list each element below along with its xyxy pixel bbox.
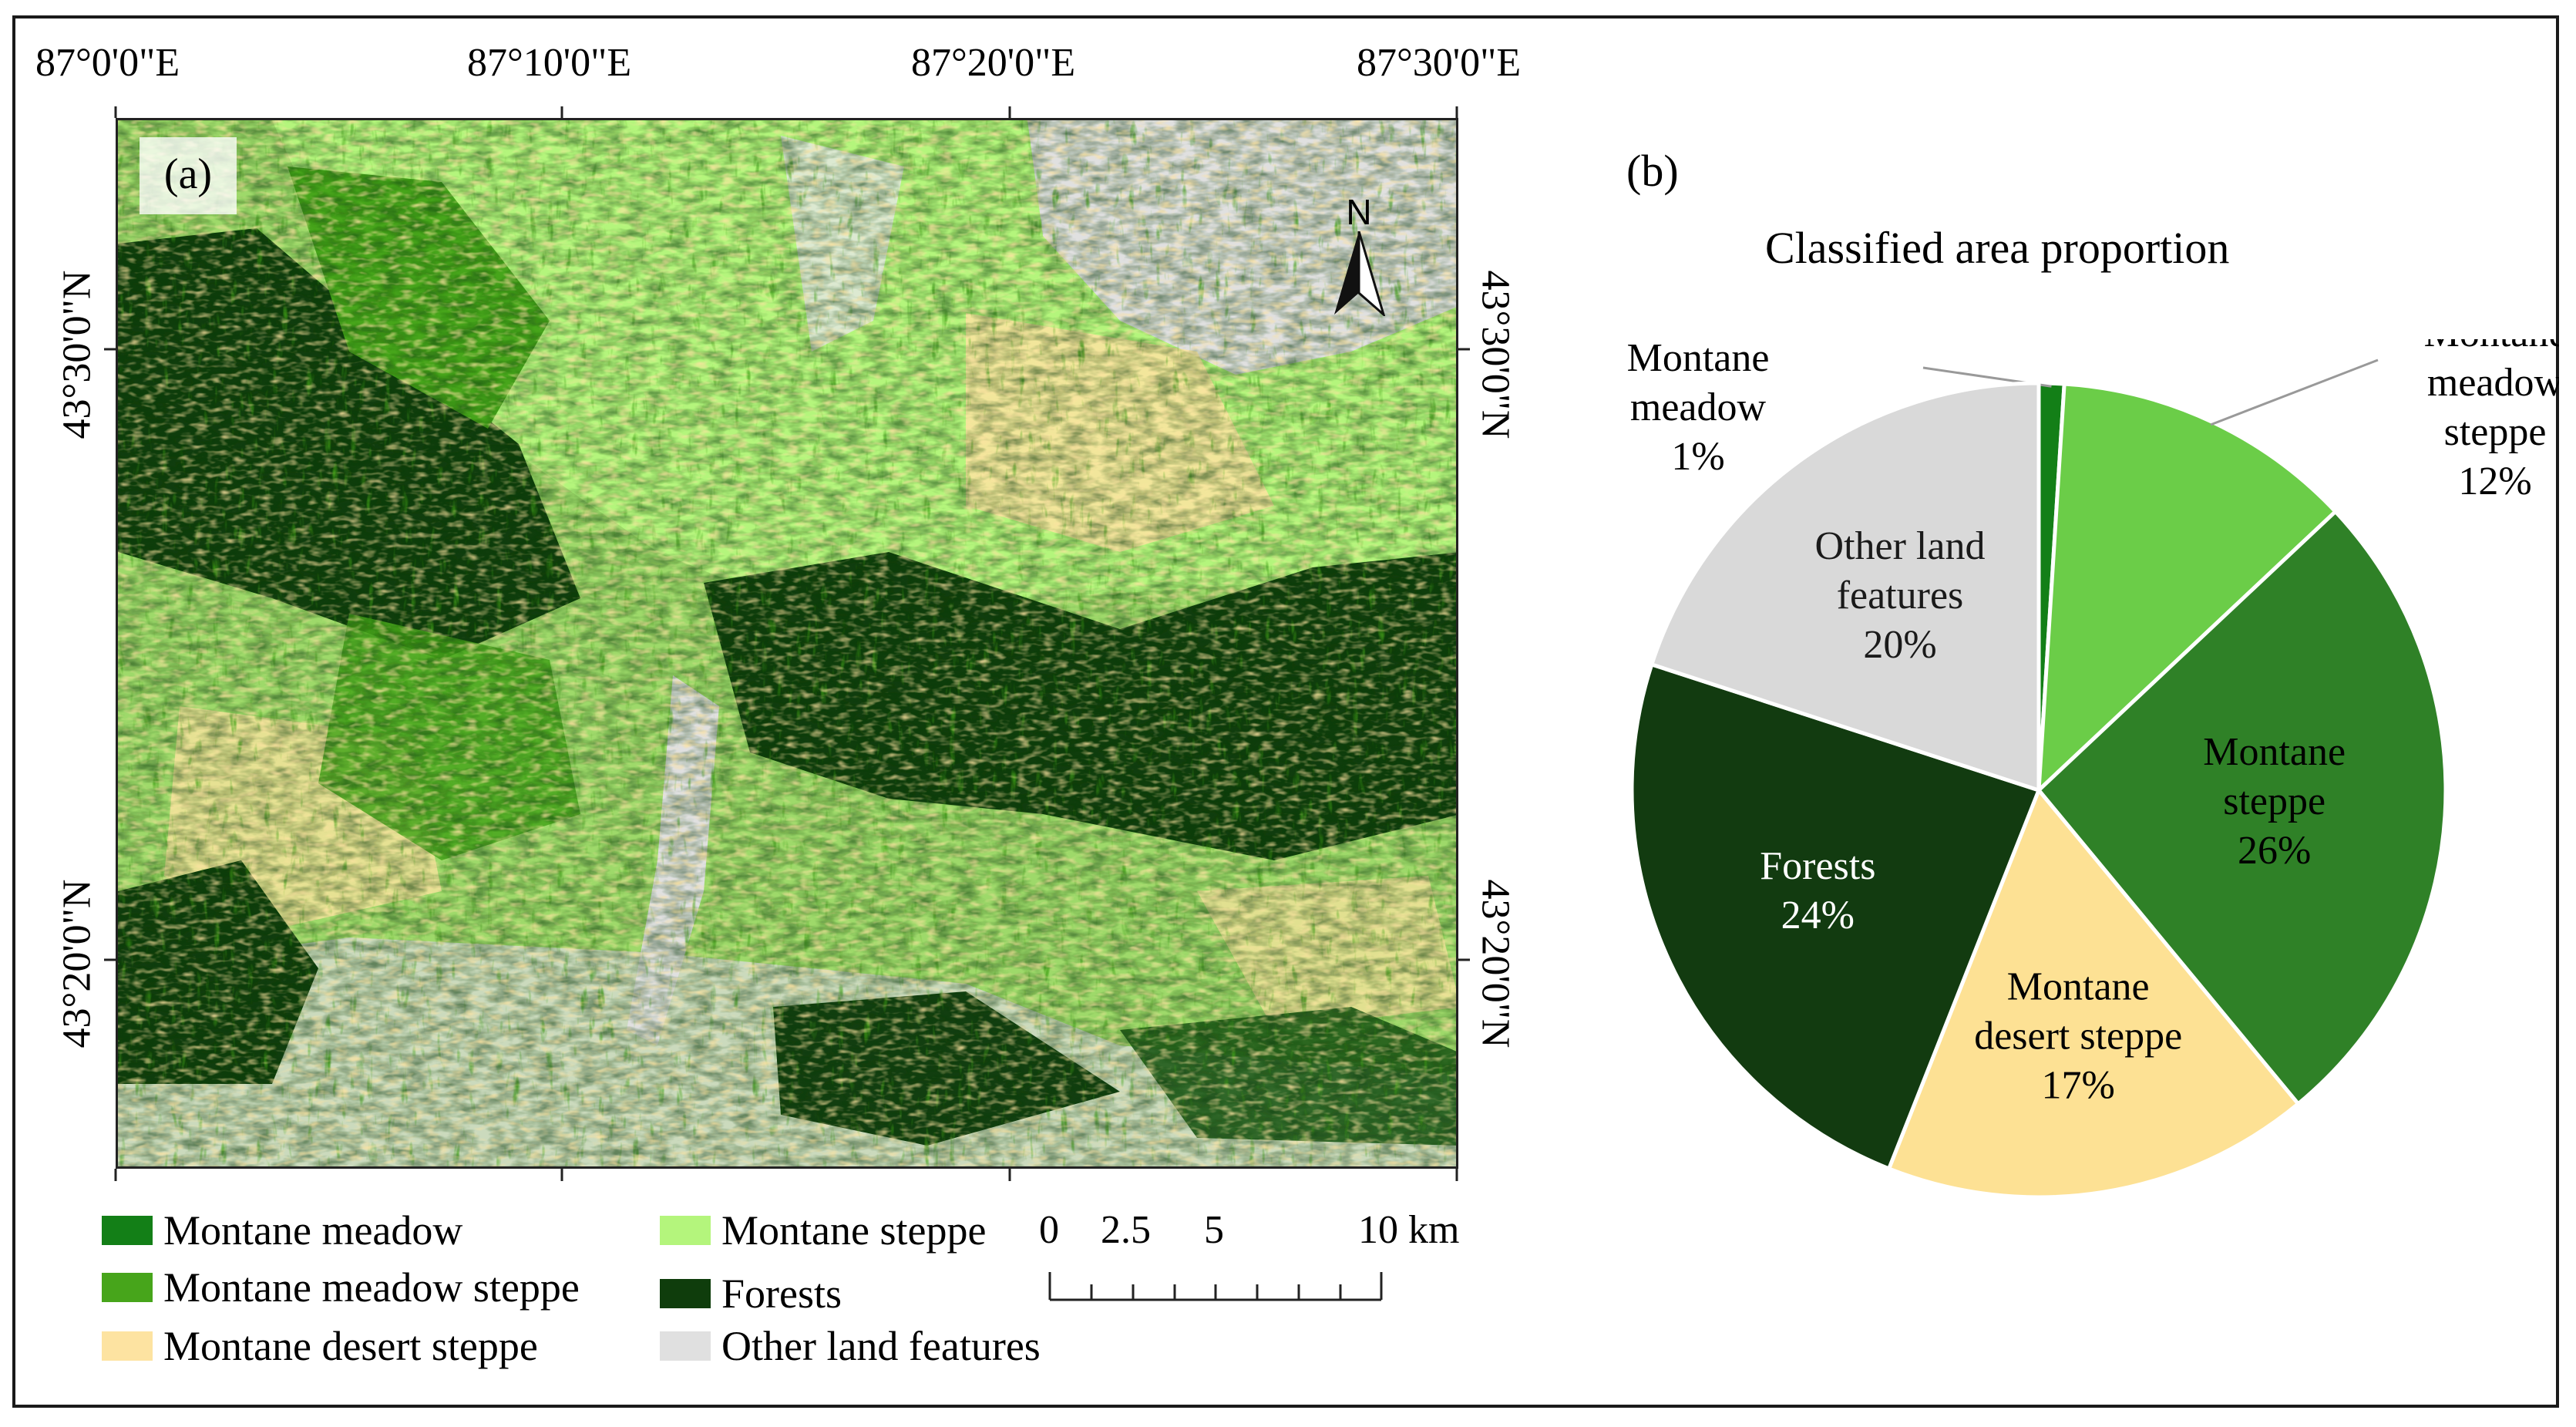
- panel-a-label: (a): [140, 137, 237, 214]
- legend-item-montane-meadow: Montane meadow: [102, 1207, 462, 1254]
- lon-label-87-00: 87°0'0"E: [35, 41, 180, 85]
- land-cover-map: (a) N: [116, 118, 1458, 1169]
- pie-category-label-forests: Forests: [1760, 844, 1875, 888]
- pie-category-label-montane-steppe: Montane: [2203, 730, 2346, 774]
- pie-chart: Montane meadow 1% Montane meadow steppe 12% Mon…: [1627, 339, 2559, 1200]
- legend-swatch: [102, 1331, 153, 1361]
- pie-category-label-montane-steppe: steppe: [2223, 779, 2325, 823]
- lon-label-87-20: 87°20'0"E: [911, 41, 1076, 85]
- legend-label: Forests: [721, 1271, 842, 1317]
- north-arrow: N: [1328, 191, 1390, 316]
- legend-label: Montane meadow: [163, 1207, 463, 1254]
- figure-frame: [12, 15, 2559, 1408]
- legend-label: Montane steppe: [721, 1207, 987, 1254]
- north-arrow-icon: [1334, 231, 1386, 316]
- scale-label-5: 5: [1204, 1208, 1224, 1252]
- legend-label: Other land features: [721, 1323, 1041, 1369]
- lon-label-87-30: 87°30'0"E: [1357, 41, 1522, 85]
- lon-label-87-10: 87°10'0"E: [467, 41, 632, 85]
- pie-value-label-montane-meadow: 1%: [1671, 435, 1724, 479]
- pie-category-label-montane-meadow-steppe: steppe: [2444, 410, 2547, 454]
- pie-value-label-montane-steppe: 26%: [2238, 829, 2311, 873]
- scale-label-0: 0: [1039, 1208, 1059, 1252]
- map-graticule-ticks: [104, 106, 1470, 1181]
- pie-value-label-forests: 24%: [1781, 894, 1855, 937]
- pie-category-label-montane-desert-steppe: desert steppe: [1974, 1014, 2182, 1058]
- pie-slice-other-land-features: [1649, 381, 2041, 793]
- pie-category-label-other-land-features: Other land: [1815, 524, 1986, 568]
- pie-value-label-montane-desert-steppe: 17%: [2042, 1063, 2115, 1107]
- scale-label-2-5: 2.5: [1101, 1208, 1151, 1252]
- scale-label-10km: 10 km: [1358, 1208, 1460, 1252]
- legend-swatch: [102, 1273, 153, 1302]
- legend-item-montane-meadow-steppe: Montane meadow steppe: [102, 1264, 580, 1311]
- north-arrow-label: N: [1346, 192, 1372, 232]
- pie-category-label-montane-meadow: meadow: [1630, 385, 1767, 429]
- pie-leader-line-montane-meadow-steppe: [2210, 358, 2379, 426]
- pie-value-label-montane-meadow-steppe: 12%: [2458, 459, 2531, 503]
- legend-label: Montane meadow steppe: [163, 1264, 580, 1311]
- pie-category-label-montane-meadow-steppe: meadow: [2427, 361, 2559, 405]
- pie-category-label-montane-meadow-steppe: Montane: [2424, 339, 2559, 355]
- pie-slice-forests: [1629, 661, 2042, 1172]
- legend-swatch: [660, 1279, 711, 1308]
- scale-bar: [1048, 1272, 1383, 1301]
- pie-title: Classified area proportion: [1765, 223, 2230, 273]
- panel-b-label: (b): [1626, 146, 1679, 196]
- legend-label: Montane desert steppe: [163, 1323, 538, 1369]
- pie-value-label-other-land-features: 20%: [1863, 623, 1936, 667]
- pie-slice-montane-desert-steppe: [1886, 786, 2302, 1200]
- pie-slice-montane-steppe: [2036, 509, 2448, 1107]
- pie-slice-montane-meadow-steppe: [2036, 382, 2339, 796]
- classified-raster: [118, 120, 1456, 1166]
- legend-item-forests: Forests: [660, 1271, 842, 1317]
- legend-swatch: [660, 1331, 711, 1361]
- legend-swatch: [660, 1216, 711, 1245]
- legend-swatch: [102, 1216, 153, 1245]
- legend-item-other-land-features: Other land features: [660, 1323, 1041, 1369]
- pie-category-label-montane-desert-steppe: Montane: [2007, 964, 2150, 1008]
- pie-category-label-other-land-features: features: [1837, 574, 1964, 618]
- legend-item-montane-steppe: Montane steppe: [660, 1207, 986, 1254]
- pie-category-label-montane-meadow: Montane: [1627, 339, 1770, 380]
- legend-item-montane-desert-steppe: Montane desert steppe: [102, 1323, 538, 1369]
